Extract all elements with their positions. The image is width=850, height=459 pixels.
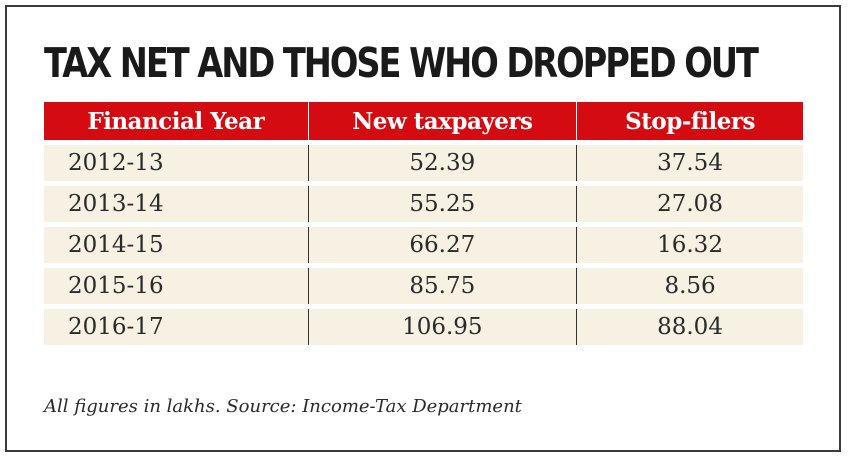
cell-new-taxpayers: 55.25 <box>308 186 578 222</box>
cell-stop-filers: 27.08 <box>577 186 803 222</box>
infographic-title: TAX NET AND THOSE WHO DROPPED OUT <box>44 39 759 87</box>
cell-new-taxpayers: 66.27 <box>308 227 578 263</box>
cell-stop-filers: 88.04 <box>577 309 803 345</box>
table-header-row: Financial Year New taxpayers Stop-filers <box>44 102 803 140</box>
cell-financial-year: 2012-13 <box>44 145 309 181</box>
cell-financial-year: 2015-16 <box>44 268 309 304</box>
source-footnote: All figures in lakhs. Source: Income-Tax… <box>44 396 522 417</box>
table-row: 2015-16 85.75 8.56 <box>44 268 803 304</box>
cell-financial-year: 2014-15 <box>44 227 309 263</box>
table-row: 2014-15 66.27 16.32 <box>44 227 803 263</box>
frame-gap <box>410 7 452 19</box>
cell-financial-year: 2016-17 <box>44 309 309 345</box>
cell-new-taxpayers: 52.39 <box>308 145 578 181</box>
cell-stop-filers: 16.32 <box>577 227 803 263</box>
cell-new-taxpayers: 85.75 <box>308 268 578 304</box>
column-header-financial-year: Financial Year <box>44 102 309 140</box>
tax-table: Financial Year New taxpayers Stop-filers… <box>44 97 803 350</box>
column-header-new-taxpayers: New taxpayers <box>308 102 578 140</box>
table-row: 2013-14 55.25 27.08 <box>44 186 803 222</box>
cell-stop-filers: 37.54 <box>577 145 803 181</box>
table-row: 2016-17 106.95 88.04 <box>44 309 803 345</box>
table-row: 2012-13 52.39 37.54 <box>44 145 803 181</box>
cell-financial-year: 2013-14 <box>44 186 309 222</box>
infographic-frame <box>5 5 841 452</box>
cell-stop-filers: 8.56 <box>577 268 803 304</box>
column-header-stop-filers: Stop-filers <box>577 102 803 140</box>
cell-new-taxpayers: 106.95 <box>308 309 578 345</box>
